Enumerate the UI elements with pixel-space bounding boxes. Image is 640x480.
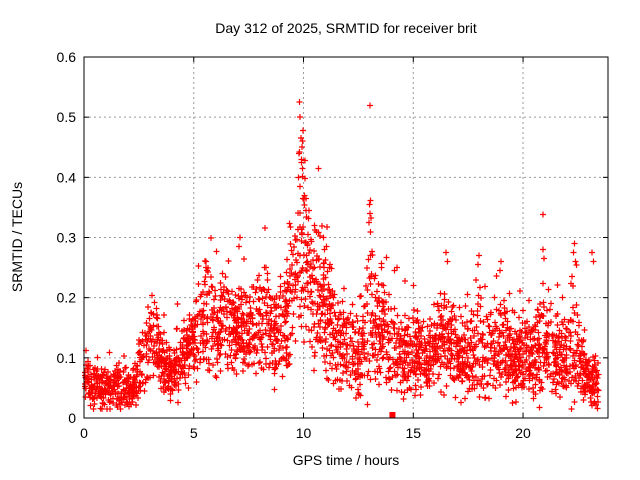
x-tick-label: 0 [80,425,88,441]
y-tick-label: 0.2 [57,290,77,306]
y-tick-label: 0.1 [57,350,77,366]
x-tick-label: 15 [405,425,421,441]
y-tick-label: 0 [68,410,76,426]
x-tick-label: 10 [296,425,312,441]
y-tick-label: 0.4 [57,169,77,185]
x-tick-label: 5 [190,425,198,441]
x-axis-label: GPS time / hours [292,452,400,468]
y-tick-label: 0.6 [57,49,77,65]
special-point-square [389,411,396,418]
scatter-points [82,99,602,412]
chart-title: Day 312 of 2025, SRMTID for receiver bri… [215,20,477,36]
x-tick-label: 20 [515,425,531,441]
y-tick-label: 0.5 [57,109,77,125]
y-tick-label: 0.3 [57,230,77,246]
y-axis-label: SRMTID / TECUs [9,181,25,293]
